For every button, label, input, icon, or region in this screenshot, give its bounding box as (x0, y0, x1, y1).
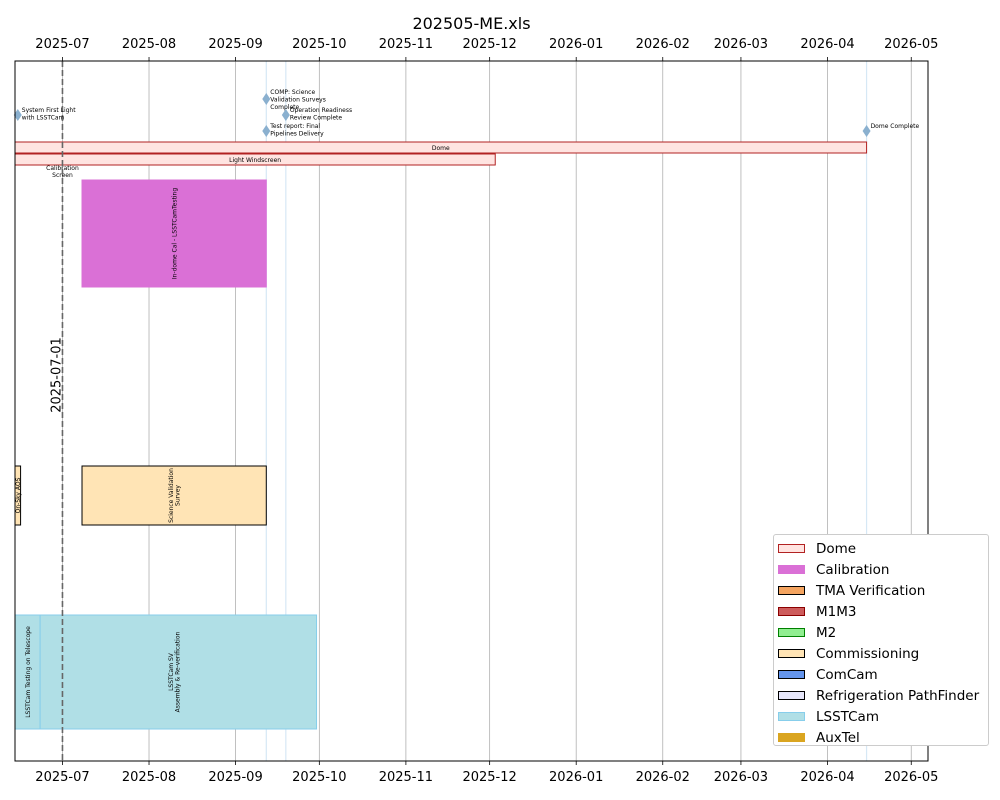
legend: Dome Calibration TMA Verification M1M3 M2 Com… (773, 534, 989, 746)
legend-label: ComCam (816, 666, 878, 683)
legend-item: M1M3 (778, 601, 988, 622)
legend-swatch (778, 691, 805, 700)
task-label: In-dome Cal - LSSTCamTesting (171, 188, 178, 279)
milestone-label: COMP: Science Validation Surveys Complete (270, 89, 326, 111)
task-label: On-Sky AOS (15, 477, 22, 513)
tick-label-bottom: 2025-10 (292, 770, 346, 785)
legend-item: ComCam (778, 664, 988, 685)
tick-label-bottom: 2026-01 (549, 770, 603, 785)
legend-swatch (778, 733, 805, 742)
task-label: LSSTCam Testing on Telescope (25, 626, 32, 718)
legend-label: AuxTel (816, 729, 860, 746)
legend-label: Commissioning (816, 645, 920, 662)
chart-title: 202505-ME.xls (412, 14, 530, 33)
legend-item: Calibration (778, 559, 988, 580)
legend-item: Commissioning (778, 643, 988, 664)
tick-label-top: 2026-01 (549, 37, 603, 52)
task-label: Science ValidationSurvey (168, 468, 182, 523)
tick-label-top: 2025-12 (462, 37, 516, 52)
tick-label-bottom: 2026-04 (800, 770, 854, 785)
task-label: Calibration Screen (46, 165, 79, 179)
task-label: Dome (432, 145, 450, 152)
tick-label-top: 2026-04 (800, 37, 854, 52)
milestone-label: Dome Complete (871, 123, 920, 130)
legend-label: M1M3 (816, 603, 857, 620)
milestone-marker (862, 125, 871, 137)
legend-swatch (778, 670, 805, 679)
legend-item: LSSTCam (778, 706, 988, 727)
legend-item: AuxTel (778, 727, 988, 748)
tick-label-top: 2025-07 (35, 37, 89, 52)
tick-label-top: 2026-02 (636, 37, 690, 52)
milestone-marker (262, 93, 271, 105)
legend-swatch (778, 607, 805, 616)
milestone-marker (13, 109, 22, 121)
tick-label-bottom: 2026-03 (714, 770, 768, 785)
tick-label-bottom: 2025-09 (208, 770, 262, 785)
tick-label-bottom: 2025-07 (35, 770, 89, 785)
legend-swatch (778, 544, 805, 553)
legend-label: LSSTCam (816, 708, 879, 725)
milestone-marker (262, 125, 271, 137)
legend-item: Refrigeration PathFinder (778, 685, 988, 706)
reference-line-label: 2025-07-01 (49, 337, 64, 413)
milestone-label: Test report: Final Pipelines Delivery (269, 123, 324, 138)
legend-swatch (778, 628, 805, 637)
tick-label-top: 2025-09 (208, 37, 262, 52)
task-bar (81, 179, 267, 288)
legend-swatch (778, 565, 805, 574)
legend-swatch (778, 649, 805, 658)
legend-item: TMA Verification (778, 580, 988, 601)
milestone-label: Operation Readiness Review Complete (290, 107, 352, 122)
tick-label-top: 2025-10 (292, 37, 346, 52)
tick-label-bottom: 2025-08 (122, 770, 176, 785)
legend-label: M2 (816, 624, 837, 641)
milestone-marker (281, 109, 290, 121)
task-label: Light Windscreen (229, 157, 281, 164)
plot-frame (14, 60, 929, 762)
legend-label: Refrigeration PathFinder (816, 687, 980, 704)
legend-swatch (778, 712, 805, 721)
legend-label: Dome (816, 540, 857, 557)
legend-swatch (778, 586, 805, 595)
legend-item: M2 (778, 622, 988, 643)
legend-item: Dome (778, 538, 988, 559)
tick-label-top: 2026-03 (714, 37, 768, 52)
tick-label-bottom: 2025-11 (379, 770, 433, 785)
milestone-label: System First Light with LSSTCam (22, 107, 76, 122)
tick-label-top: 2025-08 (122, 37, 176, 52)
tick-label-bottom: 2026-02 (636, 770, 690, 785)
tick-label-bottom: 2025-12 (462, 770, 516, 785)
tick-label-bottom: 2026-05 (884, 770, 938, 785)
tick-label-top: 2026-05 (884, 37, 938, 52)
task-bar (81, 465, 267, 526)
tick-label-top: 2025-11 (379, 37, 433, 52)
legend-label: TMA Verification (816, 582, 926, 599)
legend-label: Calibration (816, 561, 890, 578)
task-label: LSSTCam SVAssembly & Re-verification (168, 631, 182, 712)
task-bar (39, 614, 318, 730)
task-bar (14, 614, 41, 730)
